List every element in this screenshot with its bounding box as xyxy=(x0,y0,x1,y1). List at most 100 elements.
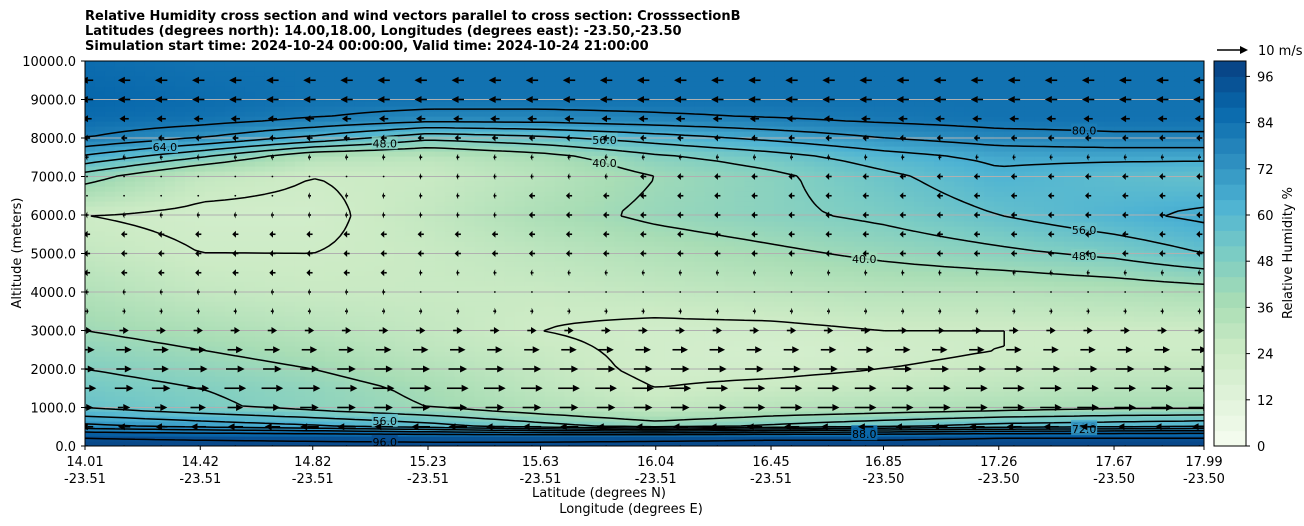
heatmap-cell xyxy=(654,346,666,352)
heatmap-cell xyxy=(594,231,606,237)
heatmap-cell xyxy=(214,266,226,272)
heatmap-cell xyxy=(294,336,306,342)
heatmap-cell xyxy=(944,226,955,232)
heatmap-cell xyxy=(604,436,616,442)
heatmap-cell xyxy=(944,266,955,272)
heatmap-cell xyxy=(624,281,636,287)
heatmap-cell xyxy=(454,441,466,446)
heatmap-cell xyxy=(764,401,775,407)
heatmap-cell xyxy=(434,436,446,442)
heatmap-cell xyxy=(494,316,506,322)
heatmap-cell xyxy=(294,221,306,227)
heatmap-cell xyxy=(284,256,296,262)
heatmap-cell xyxy=(544,441,556,446)
heatmap-cell xyxy=(154,221,166,227)
heatmap-cell xyxy=(414,396,426,402)
heatmap-cell xyxy=(604,331,616,337)
heatmap-cell xyxy=(664,261,676,267)
heatmap-cell xyxy=(164,441,176,446)
heatmap-cell xyxy=(654,336,666,342)
heatmap-cell xyxy=(134,396,146,402)
heatmap-cell xyxy=(934,341,945,347)
heatmap-cell xyxy=(514,281,526,287)
heatmap-cell xyxy=(854,286,865,292)
heatmap-cell xyxy=(714,296,726,302)
heatmap-cell xyxy=(664,336,676,342)
heatmap-cell xyxy=(714,371,726,377)
heatmap-cell xyxy=(1044,396,1055,402)
heatmap-cell xyxy=(694,376,706,382)
heatmap-cell xyxy=(1134,346,1145,352)
heatmap-cell xyxy=(774,336,785,342)
heatmap-cell xyxy=(1094,246,1105,252)
heatmap-cell xyxy=(1134,226,1145,232)
heatmap-cell xyxy=(644,276,656,282)
heatmap-cell xyxy=(354,326,366,332)
heatmap-cell xyxy=(534,231,546,237)
heatmap-cell xyxy=(474,221,486,227)
heatmap-cell xyxy=(954,291,965,297)
heatmap-cell xyxy=(284,231,296,237)
heatmap-cell xyxy=(1004,306,1015,312)
heatmap-cell xyxy=(474,256,486,262)
heatmap-cell xyxy=(984,361,995,367)
heatmap-cell xyxy=(404,311,416,317)
heatmap-cell xyxy=(954,281,965,287)
heatmap-cell xyxy=(214,241,226,247)
heatmap-cell xyxy=(1124,376,1135,382)
heatmap-cell xyxy=(124,356,136,362)
heatmap-cell xyxy=(344,301,356,307)
heatmap-cell xyxy=(114,416,126,422)
heatmap-cell xyxy=(464,236,476,242)
heatmap-cell xyxy=(144,271,156,277)
heatmap-cell xyxy=(244,381,256,387)
heatmap-cell xyxy=(244,321,256,327)
heatmap-cell xyxy=(744,396,755,402)
heatmap-cell xyxy=(294,291,306,297)
heatmap-cell xyxy=(784,241,795,247)
heatmap-cell xyxy=(1074,281,1085,287)
heatmap-cell xyxy=(984,331,995,337)
heatmap-cell xyxy=(1034,441,1045,446)
heatmap-cell xyxy=(224,226,236,232)
heatmap-cell xyxy=(154,311,166,317)
heatmap-cell xyxy=(444,341,456,347)
heatmap-cell xyxy=(194,236,206,242)
heatmap-cell xyxy=(1044,336,1055,342)
heatmap-cell xyxy=(1184,361,1195,367)
heatmap-cell xyxy=(324,386,336,392)
heatmap-cell xyxy=(1144,351,1155,357)
heatmap-cell xyxy=(984,276,995,282)
heatmap-cell xyxy=(94,416,106,422)
heatmap-cell xyxy=(254,246,266,252)
heatmap-cell xyxy=(854,391,865,397)
heatmap-cell xyxy=(664,296,676,302)
heatmap-cell xyxy=(554,336,566,342)
heatmap-cell xyxy=(504,281,516,287)
heatmap-cell xyxy=(1144,346,1155,352)
heatmap-cell xyxy=(784,291,795,297)
heatmap-cell xyxy=(934,346,945,352)
heatmap-cell xyxy=(774,331,785,337)
heatmap-cell xyxy=(664,331,676,337)
heatmap-cell xyxy=(164,321,176,327)
heatmap-cell xyxy=(984,351,995,357)
heatmap-cell xyxy=(1094,266,1105,272)
heatmap-cell xyxy=(624,291,636,297)
heatmap-cell xyxy=(154,351,166,357)
heatmap-cell xyxy=(704,391,716,397)
heatmap-cell xyxy=(864,321,875,327)
heatmap-cell xyxy=(314,436,326,442)
heatmap-cell xyxy=(914,441,925,446)
heatmap-cell xyxy=(364,226,376,232)
heatmap-cell xyxy=(834,226,845,232)
heatmap-cell xyxy=(184,296,196,302)
heatmap-cell xyxy=(1104,296,1115,302)
heatmap-cell xyxy=(1074,311,1085,317)
heatmap-cell xyxy=(1094,281,1105,287)
heatmap-cell xyxy=(1144,386,1155,392)
heatmap-cell xyxy=(174,441,186,446)
heatmap-cell xyxy=(174,311,186,317)
heatmap-cell xyxy=(844,306,855,312)
